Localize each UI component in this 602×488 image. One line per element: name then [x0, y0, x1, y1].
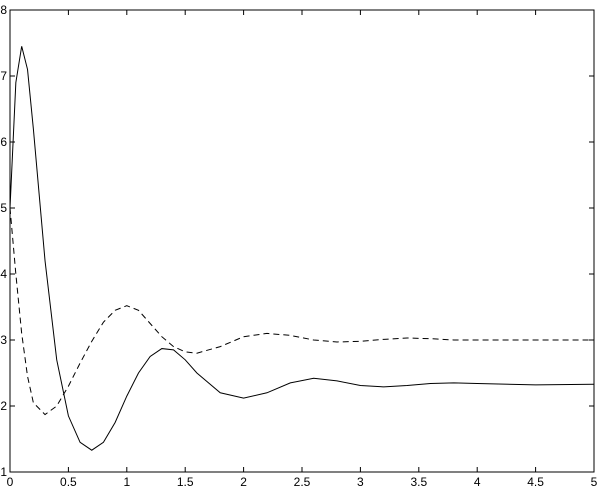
x-tick-label: 4: [474, 475, 481, 488]
x-tick-label: 5: [591, 475, 598, 488]
y-tick-label: 1: [0, 465, 7, 479]
y-tick-label: 4: [0, 267, 7, 281]
x-tick-label: 0.5: [60, 475, 77, 488]
x-tick-label: 1.5: [177, 475, 194, 488]
x-tick-label: 0: [7, 475, 14, 488]
series-line: [9, 46, 595, 451]
series-line: [9, 207, 594, 416]
x-tick-label: 3.5: [410, 475, 427, 488]
x-tick-label: 3: [357, 475, 364, 488]
y-tick-label: 2: [0, 399, 7, 413]
y-tick-label: 5: [0, 201, 7, 215]
x-tick-label: 1: [123, 475, 130, 488]
y-tick-label: 3: [0, 333, 7, 347]
x-tick-label: 2: [240, 475, 247, 488]
y-tick-label: 7: [0, 69, 7, 83]
y-tick-label: 8: [0, 3, 7, 17]
y-tick-label: 6: [0, 135, 7, 149]
x-tick-label: 4.5: [527, 475, 544, 488]
x-tick-label: 2.5: [294, 475, 311, 488]
plot-frame: [9, 9, 595, 473]
